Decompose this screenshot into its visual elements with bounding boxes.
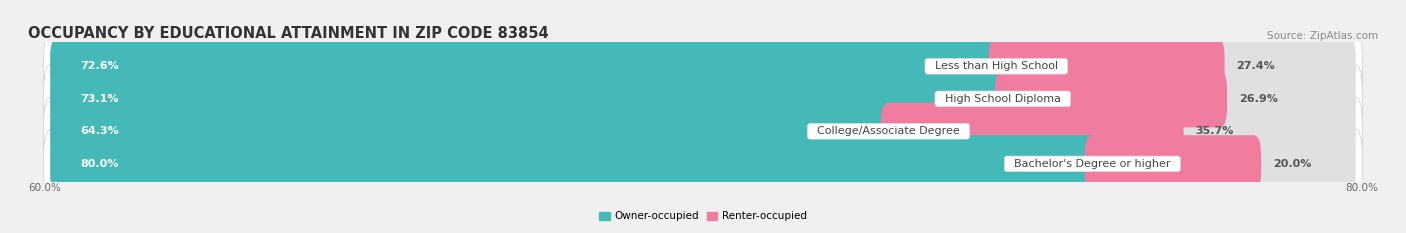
Text: 20.0%: 20.0% xyxy=(1272,159,1312,169)
Legend: Owner-occupied, Renter-occupied: Owner-occupied, Renter-occupied xyxy=(599,211,807,221)
Text: 60.0%: 60.0% xyxy=(28,183,60,193)
Text: 26.9%: 26.9% xyxy=(1239,94,1278,104)
Text: 27.4%: 27.4% xyxy=(1236,61,1275,71)
FancyBboxPatch shape xyxy=(1084,135,1261,192)
Text: Less than High School: Less than High School xyxy=(928,61,1064,71)
FancyBboxPatch shape xyxy=(44,30,1362,103)
FancyBboxPatch shape xyxy=(880,103,1184,160)
FancyBboxPatch shape xyxy=(51,135,1355,192)
Text: 72.6%: 72.6% xyxy=(80,61,118,71)
Text: OCCUPANCY BY EDUCATIONAL ATTAINMENT IN ZIP CODE 83854: OCCUPANCY BY EDUCATIONAL ATTAINMENT IN Z… xyxy=(28,26,548,41)
FancyBboxPatch shape xyxy=(51,38,1355,95)
FancyBboxPatch shape xyxy=(995,70,1227,127)
Text: College/Associate Degree: College/Associate Degree xyxy=(810,126,967,136)
Text: 80.0%: 80.0% xyxy=(1346,183,1378,193)
FancyBboxPatch shape xyxy=(51,103,897,160)
FancyBboxPatch shape xyxy=(51,103,1355,160)
FancyBboxPatch shape xyxy=(44,63,1362,135)
FancyBboxPatch shape xyxy=(51,38,1004,95)
FancyBboxPatch shape xyxy=(44,128,1362,200)
FancyBboxPatch shape xyxy=(51,70,1355,127)
FancyBboxPatch shape xyxy=(988,38,1225,95)
Text: High School Diploma: High School Diploma xyxy=(938,94,1067,104)
Text: 73.1%: 73.1% xyxy=(80,94,118,104)
Text: Source: ZipAtlas.com: Source: ZipAtlas.com xyxy=(1267,31,1378,41)
FancyBboxPatch shape xyxy=(51,135,1099,192)
Text: 80.0%: 80.0% xyxy=(80,159,118,169)
FancyBboxPatch shape xyxy=(44,95,1362,168)
Text: Bachelor's Degree or higher: Bachelor's Degree or higher xyxy=(1007,159,1178,169)
Text: 35.7%: 35.7% xyxy=(1195,126,1233,136)
Text: 64.3%: 64.3% xyxy=(80,126,118,136)
FancyBboxPatch shape xyxy=(51,70,1011,127)
